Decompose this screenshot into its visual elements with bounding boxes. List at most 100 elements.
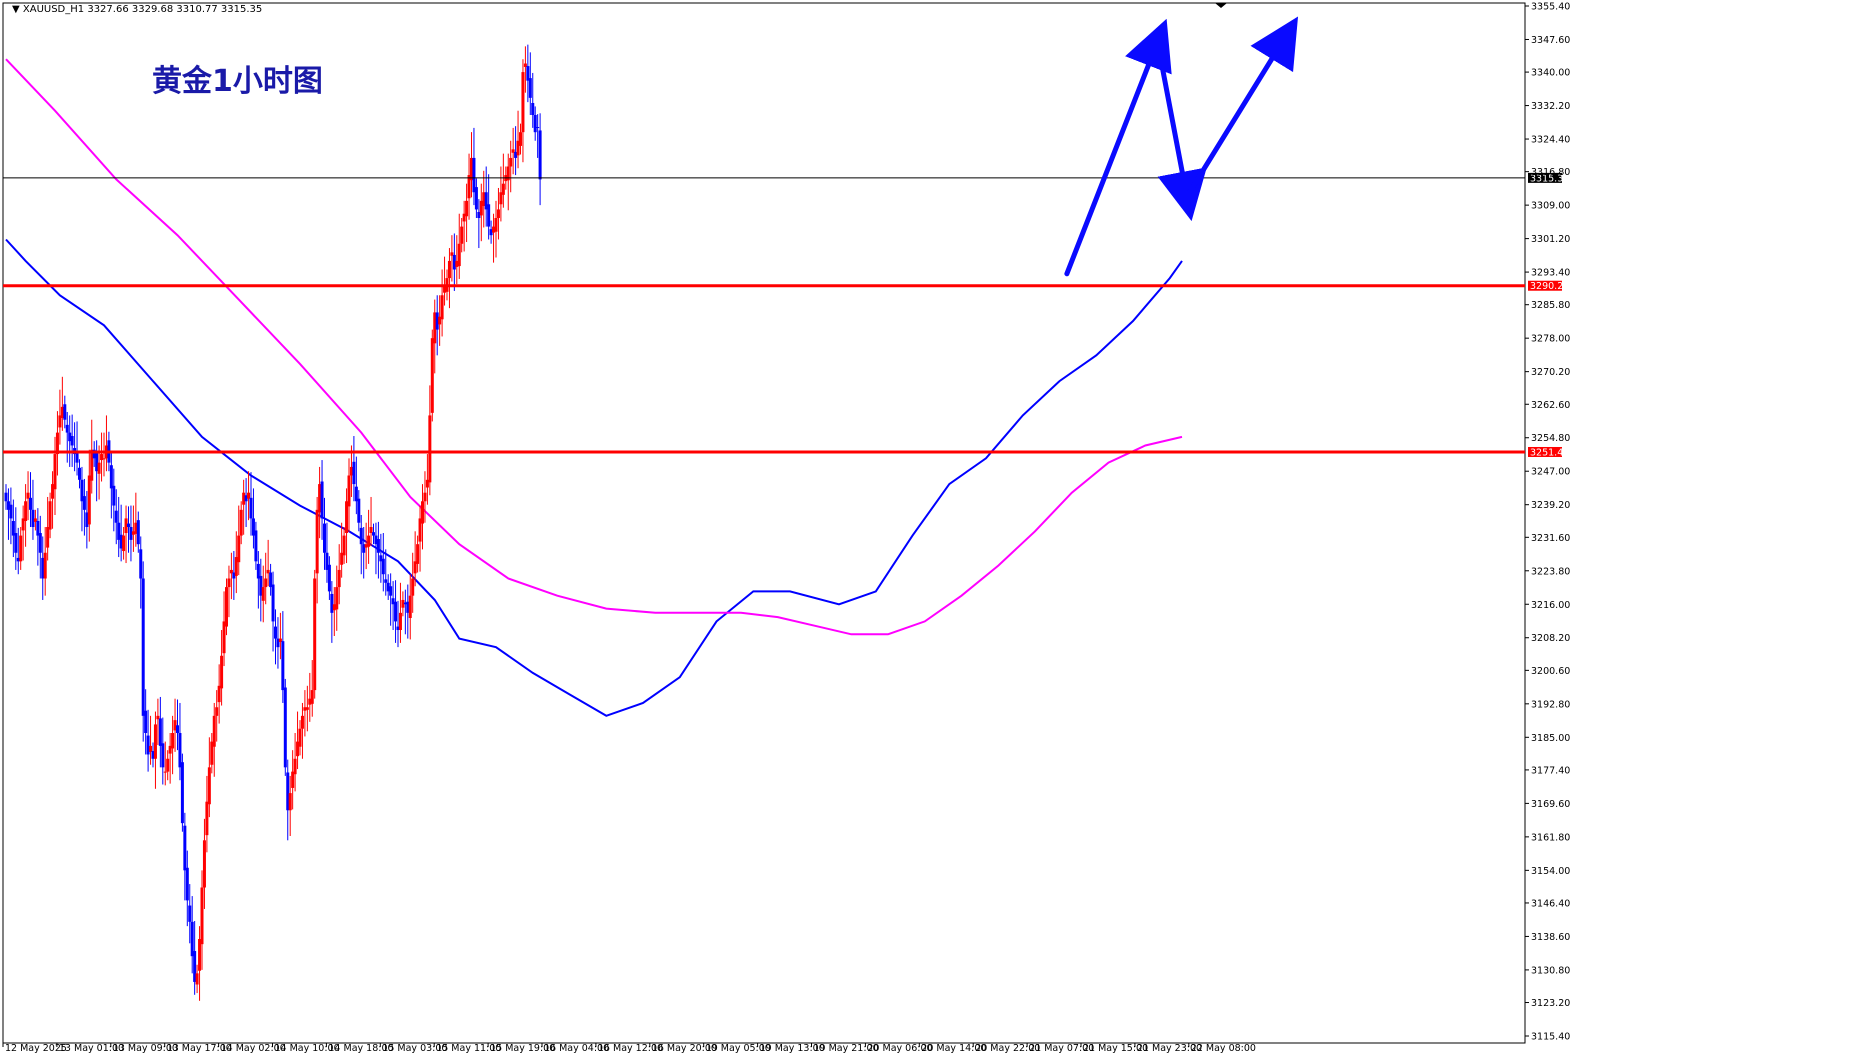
candle <box>31 479 35 540</box>
x-tick-label: 22 May 08:00 <box>1191 1043 1256 1053</box>
candle <box>178 702 182 781</box>
candle <box>281 611 285 703</box>
x-tick-label: 14 May 10:00 <box>275 1043 340 1053</box>
candle <box>215 690 219 742</box>
candle <box>389 573 393 626</box>
candle <box>487 174 491 240</box>
candle <box>416 535 420 573</box>
candle <box>33 509 37 531</box>
candle <box>536 114 540 158</box>
x-tick-label: 21 May 15:00 <box>1083 1043 1148 1053</box>
candle <box>102 432 106 477</box>
candle <box>227 565 231 618</box>
candle <box>291 750 295 810</box>
x-tick-label: 15 May 11:00 <box>436 1043 501 1053</box>
candle <box>398 582 402 643</box>
y-tick-label: 3247.00 <box>1531 467 1570 478</box>
candle <box>4 484 8 510</box>
y-tick-label: 3130.80 <box>1531 965 1570 976</box>
candle <box>63 395 67 429</box>
candle <box>136 511 140 553</box>
candle <box>232 551 236 600</box>
candle <box>340 522 344 578</box>
candle <box>217 664 221 724</box>
candle <box>386 574 390 600</box>
y-tick-label: 3324.40 <box>1531 135 1570 146</box>
candle <box>320 460 324 540</box>
candle <box>82 478 86 536</box>
candles <box>4 44 542 1001</box>
candle <box>114 489 118 545</box>
candle <box>330 581 334 643</box>
candle <box>75 421 79 476</box>
candle <box>354 456 358 515</box>
x-tick-label: 14 May 02:00 <box>221 1043 286 1053</box>
candle <box>430 329 434 422</box>
candle <box>342 527 346 564</box>
candle <box>247 471 251 521</box>
candle <box>384 549 388 596</box>
candle <box>455 235 459 285</box>
x-tick-label: 15 May 19:00 <box>490 1043 555 1053</box>
candle <box>85 490 89 549</box>
level-tag-label-1: 3290.22 <box>1530 281 1569 292</box>
candle <box>443 256 447 306</box>
x-tick-label: 19 May 05:00 <box>706 1043 771 1053</box>
y-tick-label: 3254.80 <box>1531 433 1570 444</box>
candle <box>261 565 265 623</box>
candle <box>222 591 226 667</box>
candle <box>440 269 444 337</box>
candle <box>394 580 398 643</box>
candle <box>254 521 258 570</box>
candle <box>195 964 199 994</box>
candle <box>359 514 363 575</box>
candle <box>29 472 32 528</box>
candle <box>465 183 469 243</box>
candle <box>119 504 123 562</box>
y-tick-label: 3316.80 <box>1531 167 1570 178</box>
shift-marker-icon[interactable] <box>1215 3 1227 8</box>
candle <box>134 492 138 547</box>
y-tick-label: 3285.80 <box>1531 300 1570 311</box>
candle <box>367 509 371 564</box>
candle <box>516 110 520 169</box>
candle <box>139 536 143 609</box>
candle <box>112 468 116 532</box>
candle <box>92 441 96 467</box>
candle <box>21 505 25 561</box>
candle <box>335 565 339 631</box>
candle <box>249 472 253 536</box>
candle <box>303 690 307 737</box>
y-tick-label: 3192.80 <box>1531 699 1570 710</box>
candle <box>237 505 241 576</box>
candle <box>256 551 260 609</box>
trend-arrow-2 <box>1155 39 1207 222</box>
candle <box>381 533 385 592</box>
candle <box>271 571 275 652</box>
candle <box>506 153 510 211</box>
y-tick-label: 3169.60 <box>1531 799 1570 810</box>
candle <box>452 233 456 291</box>
candle <box>425 454 429 505</box>
candle <box>457 213 461 279</box>
candle <box>176 699 179 751</box>
candle <box>46 496 50 561</box>
header-triangle: ▼ <box>12 4 23 15</box>
candle <box>161 717 165 785</box>
candle <box>496 187 500 240</box>
current-price-label: 3315.35 <box>1530 173 1569 184</box>
candle <box>323 497 326 570</box>
candle <box>528 52 532 116</box>
candle <box>345 488 349 564</box>
candle <box>470 132 473 198</box>
candle <box>117 496 121 558</box>
candle <box>494 200 498 258</box>
candle <box>433 299 437 374</box>
candle <box>526 44 530 103</box>
candle <box>205 775 209 853</box>
candle <box>80 466 84 532</box>
y-tick-label: 3347.60 <box>1531 35 1570 46</box>
candle <box>408 574 412 640</box>
